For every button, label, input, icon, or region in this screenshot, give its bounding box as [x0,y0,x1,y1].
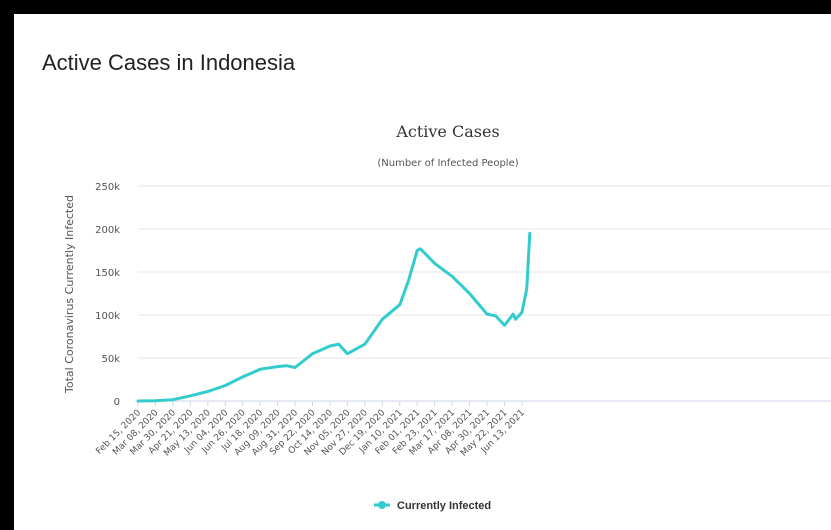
legend-label: Currently Infected [397,500,491,512]
y-tick-layer: 0 50k 100k 150k 200k 250k [95,182,120,408]
series-layer [136,231,532,403]
chart-title: Active Cases [395,122,499,141]
y-tick-label: 250k [95,182,120,193]
y-tick-label: 100k [95,311,120,322]
y-tick-label: 0 [114,397,120,408]
y-axis-label: Total Coronavirus Currently Infected [63,195,76,394]
grid-layer [138,185,831,402]
y-tick-label: 50k [101,354,120,365]
left-frame-border [0,0,14,530]
legend-symbol-icon [374,501,390,509]
legend[interactable]: Currently Infected [374,500,491,512]
series-line-currently-infected[interactable] [136,231,532,403]
legend-marker [378,501,386,509]
y-tick-label: 150k [95,268,120,279]
page-title: Active Cases in Indonesia [42,50,296,75]
y-tick-label: 200k [95,225,120,236]
chart-subtitle: (Number of Infected People) [377,158,518,169]
top-frame-border [0,0,831,14]
